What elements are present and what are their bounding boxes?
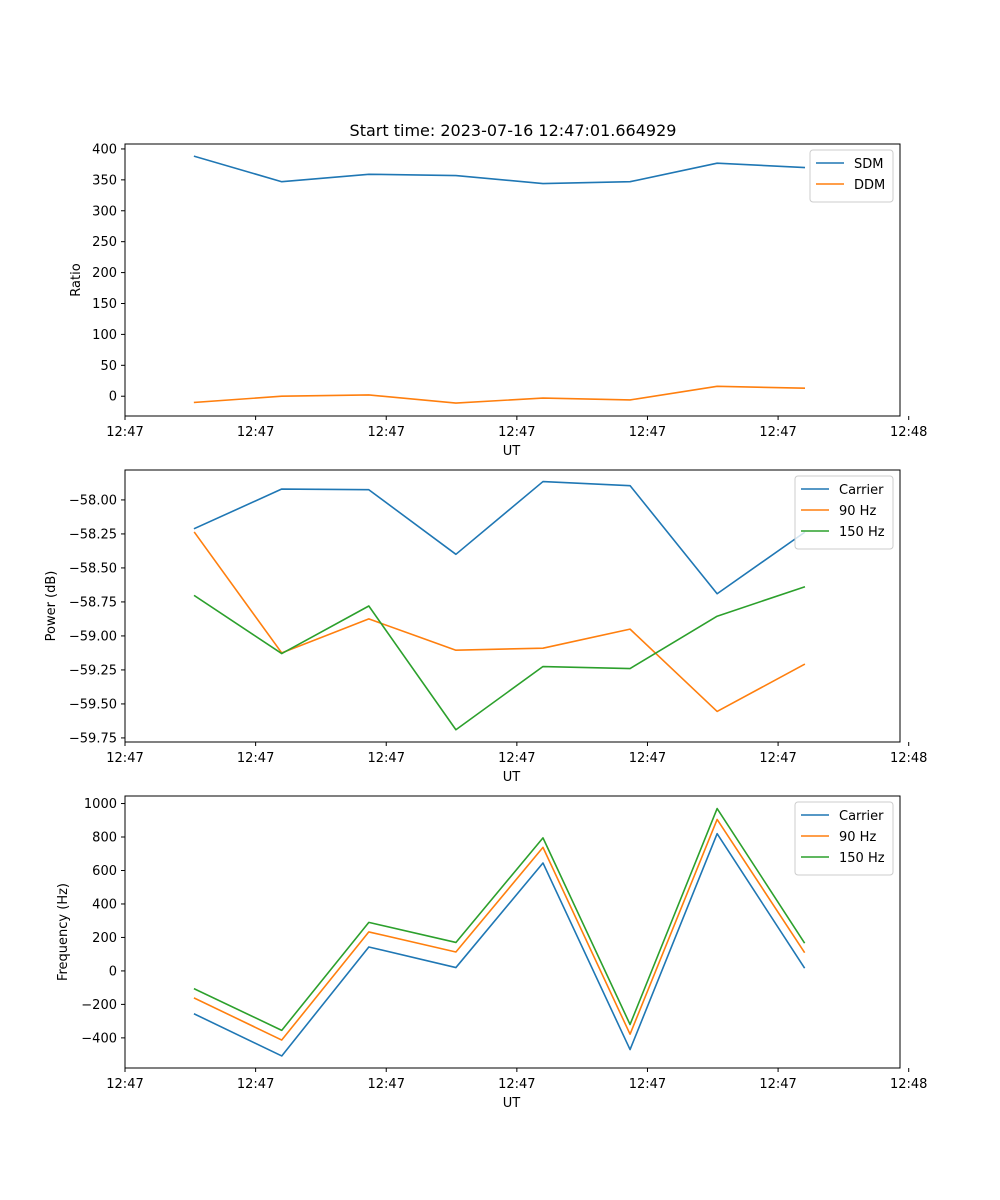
power-y-tick-label: −58.50 (69, 561, 117, 576)
power-y-tick-label: −58.75 (69, 595, 117, 610)
ratio-y-tick-label: 350 (92, 173, 117, 188)
frequency-series-carrier-line (193, 832, 806, 1057)
power-y-tick-label: −58.25 (69, 527, 117, 542)
power-x-tick-label: 12:47 (759, 751, 796, 766)
ratio-x-tick-label: 12:47 (629, 425, 666, 440)
frequency-series-90-hz-line (193, 818, 806, 1041)
ratio-x-tick-label: 12:47 (106, 425, 143, 440)
ratio-y-tick-label: 200 (92, 266, 117, 281)
power-panel: 12:47 12:47 12:47 12:47 12:47 12:47 12:48 −59.7… (44, 469, 927, 785)
figure-title: Start time: 2023-07-16 12:47:01.664929 (350, 121, 677, 140)
frequency-legend-label-150-hz: 150 Hz (839, 851, 885, 866)
ratio-legend-label-sdm: SDM (854, 157, 883, 172)
frequency-x-tick-label: 12:47 (759, 1077, 796, 1092)
frequency-x-tick-label: 12:47 (498, 1077, 535, 1092)
power-x-axis-label: UT (503, 770, 521, 785)
frequency-x-tick-label: 12:47 (237, 1077, 274, 1092)
frequency-y-tick-label: 400 (92, 897, 117, 912)
frequency-panel: 12:47 12:47 12:47 12:47 12:47 12:47 12:48 −400 −… (56, 795, 927, 1111)
frequency-x-tick-label: 12:47 (106, 1077, 143, 1092)
power-x-tick-label: 12:47 (106, 751, 143, 766)
power-y-tick-label: −58.00 (69, 493, 117, 508)
power-x-tick-label: 12:47 (368, 751, 405, 766)
frequency-series-150-hz-line (193, 807, 806, 1032)
power-x-tick-label: 12:47 (498, 751, 535, 766)
ratio-x-tick-label: 12:47 (759, 425, 796, 440)
power-legend: Carrier 90 Hz 150 Hz (794, 475, 894, 550)
power-series-90-hz-line (193, 531, 806, 713)
ratio-y-tick-label: 100 (92, 328, 117, 343)
ratio-y-tick-label: 250 (92, 235, 117, 250)
power-axes-frame (124, 469, 901, 743)
frequency-x-tick-label: 12:47 (629, 1077, 666, 1092)
ratio-x-tick-label: 12:47 (237, 425, 274, 440)
power-x-tick-label: 12:47 (629, 751, 666, 766)
power-y-tick-label: −59.50 (69, 697, 117, 712)
frequency-y-tick-label: 1000 (84, 797, 117, 812)
frequency-y-tick-label: −200 (81, 998, 117, 1013)
frequency-legend: Carrier 90 Hz 150 Hz (794, 801, 894, 876)
ratio-series-ddm-line (193, 385, 806, 404)
power-legend-label-150-hz: 150 Hz (839, 525, 885, 540)
frequency-x-tick-label: 12:47 (368, 1077, 405, 1092)
ratio-x-tick-label: 12:47 (498, 425, 535, 440)
power-series-carrier-line (193, 480, 806, 595)
frequency-x-tick-label: 12:48 (890, 1077, 927, 1092)
ratio-series-sdm-line (193, 155, 806, 185)
frequency-axes-frame (124, 795, 901, 1069)
ratio-axes-frame (124, 143, 901, 417)
power-y-axis-label: Power (dB) (44, 571, 59, 642)
ratio-legend: SDM DDM (809, 149, 894, 203)
frequency-y-tick-label: 600 (92, 864, 117, 879)
frequency-y-tick-label: −400 (81, 1031, 117, 1046)
frequency-y-tick-label: 200 (92, 931, 117, 946)
ratio-x-axis-label: UT (503, 444, 521, 459)
ratio-y-tick-label: 400 (92, 142, 117, 157)
power-y-tick-label: −59.75 (69, 731, 117, 746)
ratio-y-tick-label: 300 (92, 204, 117, 219)
frequency-x-axis-label: UT (503, 1096, 521, 1111)
ratio-y-tick-label: 150 (92, 297, 117, 312)
power-y-tick-label: −59.25 (69, 663, 117, 678)
ratio-y-axis-label: Ratio (69, 263, 84, 296)
frequency-legend-label-carrier: Carrier (839, 809, 884, 824)
frequency-legend-label-90-hz: 90 Hz (839, 830, 876, 845)
ratio-y-tick-label: 50 (100, 359, 117, 374)
ratio-panel: 12:47 12:47 12:47 12:47 12:47 12:47 12:48 0 50 10… (69, 142, 927, 459)
ratio-x-tick-label: 12:47 (368, 425, 405, 440)
power-x-tick-label: 12:48 (890, 751, 927, 766)
ratio-y-tick-label: 0 (109, 390, 117, 405)
frequency-y-tick-label: 0 (109, 964, 117, 979)
frequency-y-tick-label: 800 (92, 831, 117, 846)
power-x-tick-label: 12:47 (237, 751, 274, 766)
ratio-x-tick-label: 12:48 (890, 425, 927, 440)
power-series-150-hz-line (193, 585, 806, 731)
frequency-y-axis-label: Frequency (Hz) (56, 883, 71, 981)
ratio-legend-label-ddm: DDM (854, 178, 885, 193)
power-y-tick-label: −59.00 (69, 629, 117, 644)
power-legend-label-carrier: Carrier (839, 483, 884, 498)
power-legend-label-90-hz: 90 Hz (839, 504, 876, 519)
